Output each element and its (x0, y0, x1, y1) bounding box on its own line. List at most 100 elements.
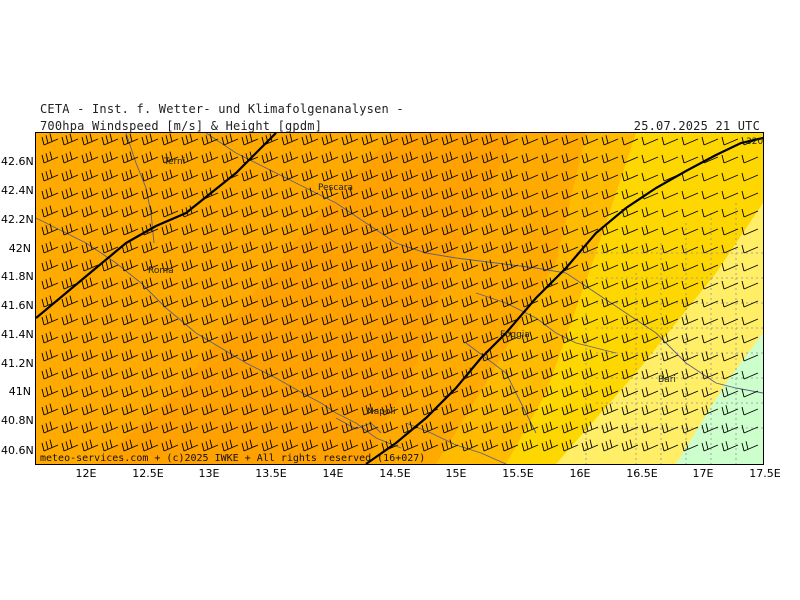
wind-barb-shaft (323, 246, 339, 254)
wind-barb-shaft (363, 264, 379, 272)
wind-barb-feather (361, 226, 365, 236)
wind-barb-shaft (663, 246, 679, 254)
wind-barb-shaft (143, 426, 159, 434)
wind-barb-feather (349, 403, 353, 412)
wind-barb-shaft (343, 192, 359, 200)
wind-barb-feather (205, 153, 209, 162)
wind-barb-feather (45, 315, 49, 324)
wind-barb-feather (49, 205, 53, 214)
wind-barb-feather (289, 169, 293, 178)
wind-barb-feather (365, 171, 369, 180)
wind-barb-feather (321, 154, 325, 164)
wind-barb-feather (265, 225, 269, 234)
wind-barb-shaft (623, 318, 639, 326)
wind-barb-feather (469, 439, 473, 448)
wind-barb-feather (45, 441, 49, 450)
wind-barb-feather (445, 405, 449, 414)
wind-barb-feather (541, 190, 545, 200)
wind-barb-feather (105, 423, 109, 432)
wind-barb-shaft (403, 264, 419, 272)
wind-barb-feather (129, 187, 133, 196)
wind-barb-shaft (723, 138, 739, 146)
wind-barb-feather (385, 315, 389, 324)
wind-barb-feather (245, 153, 249, 162)
wind-barb-feather (349, 151, 353, 160)
wind-barb-shaft (223, 228, 239, 236)
wind-barb-feather (229, 151, 233, 160)
wind-barb-feather (269, 385, 273, 394)
wind-barb-feather (81, 316, 85, 326)
wind-barb-feather (565, 369, 569, 378)
wind-barb-shaft (83, 156, 99, 164)
wind-barb-shaft (143, 390, 159, 398)
wind-barb-feather (105, 225, 109, 234)
wind-barb-shaft (123, 318, 139, 326)
wind-barb-feather (641, 136, 645, 146)
wind-barb-feather (365, 441, 369, 450)
wind-barb-shaft (283, 246, 299, 254)
wind-barb-shaft (83, 372, 99, 380)
wind-barb-feather (445, 351, 449, 360)
wind-barb-feather (365, 369, 369, 378)
wind-barb-feather (465, 387, 469, 396)
wind-barb-feather (181, 370, 185, 380)
wind-barb-feather (245, 441, 249, 450)
wind-barb-feather (461, 352, 465, 362)
wind-barb-shaft (303, 372, 319, 380)
wind-barb-feather (601, 334, 605, 344)
wind-barb-feather (365, 297, 369, 306)
wind-barb-feather (165, 261, 169, 270)
wind-barb-feather (581, 334, 585, 344)
wind-barb-shaft (283, 300, 299, 308)
wind-barb-feather (221, 352, 225, 362)
wind-barb-shaft (603, 282, 619, 290)
wind-barb-shaft (203, 282, 219, 290)
wind-barb-shaft (423, 372, 439, 380)
wind-barb-feather (425, 423, 429, 432)
wind-barb-shaft (643, 408, 659, 416)
wind-barb-shaft (603, 246, 619, 254)
wind-barb-feather (41, 226, 45, 236)
wind-barb-feather (41, 172, 45, 182)
wind-barb-feather (561, 406, 565, 416)
wind-barb-feather (205, 261, 209, 270)
wind-barb-feather (125, 153, 129, 162)
wind-barb-shaft (263, 300, 279, 308)
wind-barb-feather (169, 331, 173, 340)
wind-barb-shaft (363, 174, 379, 182)
wind-barb-feather (545, 297, 549, 306)
wind-barb-feather (321, 370, 325, 380)
wind-barb-feather (165, 279, 169, 288)
wind-barb-feather (225, 171, 229, 180)
wind-barb-feather (285, 423, 289, 432)
wind-barb-shaft (63, 228, 79, 236)
wind-barb-shaft (423, 408, 439, 416)
wind-barb-shaft (463, 390, 479, 398)
wind-barb-feather (485, 351, 489, 360)
wind-barb-shaft (303, 354, 319, 362)
wind-barb-shaft (683, 444, 699, 452)
wind-barb-feather (65, 189, 69, 198)
wind-barb-feather (389, 331, 393, 340)
wind-barb-feather (229, 241, 233, 250)
wind-barb-shaft (243, 372, 259, 380)
wind-barb-shaft (463, 282, 479, 290)
wind-barb-feather (289, 439, 293, 448)
wind-barb-shaft (283, 228, 299, 236)
wind-barb-shaft (743, 408, 759, 416)
wind-barb-shaft (643, 336, 659, 344)
wind-barb-feather (389, 295, 393, 304)
wind-barb-feather (325, 315, 329, 324)
wind-barb-shaft (323, 336, 339, 344)
wind-barb-feather (581, 154, 585, 164)
wind-barb-shaft (43, 192, 59, 200)
wind-barb-feather (189, 349, 193, 358)
wind-barb-shaft (443, 354, 459, 362)
wind-barb-feather (281, 208, 285, 218)
wind-barb-shaft (623, 138, 639, 146)
wind-barb-feather (509, 403, 513, 412)
wind-barb-feather (481, 244, 485, 254)
wind-barb-feather (401, 136, 405, 146)
wind-barb-feather (645, 207, 649, 216)
wind-barb-feather (605, 207, 609, 216)
